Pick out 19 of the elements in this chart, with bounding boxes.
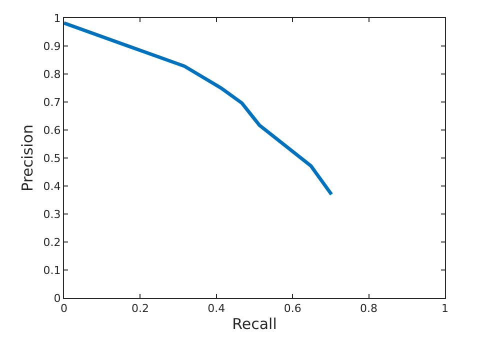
y-tick-label: 0.1 bbox=[43, 264, 61, 277]
y-tick-label: 0.4 bbox=[43, 180, 61, 193]
y-tick-label: 0.7 bbox=[43, 96, 61, 109]
y-tick-label: 0.9 bbox=[43, 40, 61, 53]
y-tick-label: 0.2 bbox=[43, 236, 61, 249]
x-tick-label: 0.4 bbox=[208, 302, 226, 316]
x-tick-label: 0.2 bbox=[131, 302, 149, 316]
x-tick-label: 0.6 bbox=[284, 302, 302, 316]
x-axis-title: Recall bbox=[232, 315, 277, 334]
y-tick-label: 0.3 bbox=[43, 208, 61, 221]
y-tick-label: 0.5 bbox=[43, 152, 61, 165]
y-tick-label: 1 bbox=[54, 12, 61, 25]
y-tick-label: 0 bbox=[54, 292, 61, 305]
line-series bbox=[64, 21, 334, 196]
x-tick-label: 0.8 bbox=[360, 302, 378, 316]
x-tick-label: 1 bbox=[442, 302, 448, 316]
y-tick-label: 0.6 bbox=[43, 124, 61, 137]
y-axis-title: Precision bbox=[18, 124, 37, 192]
y-tick-label: 0.8 bbox=[43, 68, 61, 81]
